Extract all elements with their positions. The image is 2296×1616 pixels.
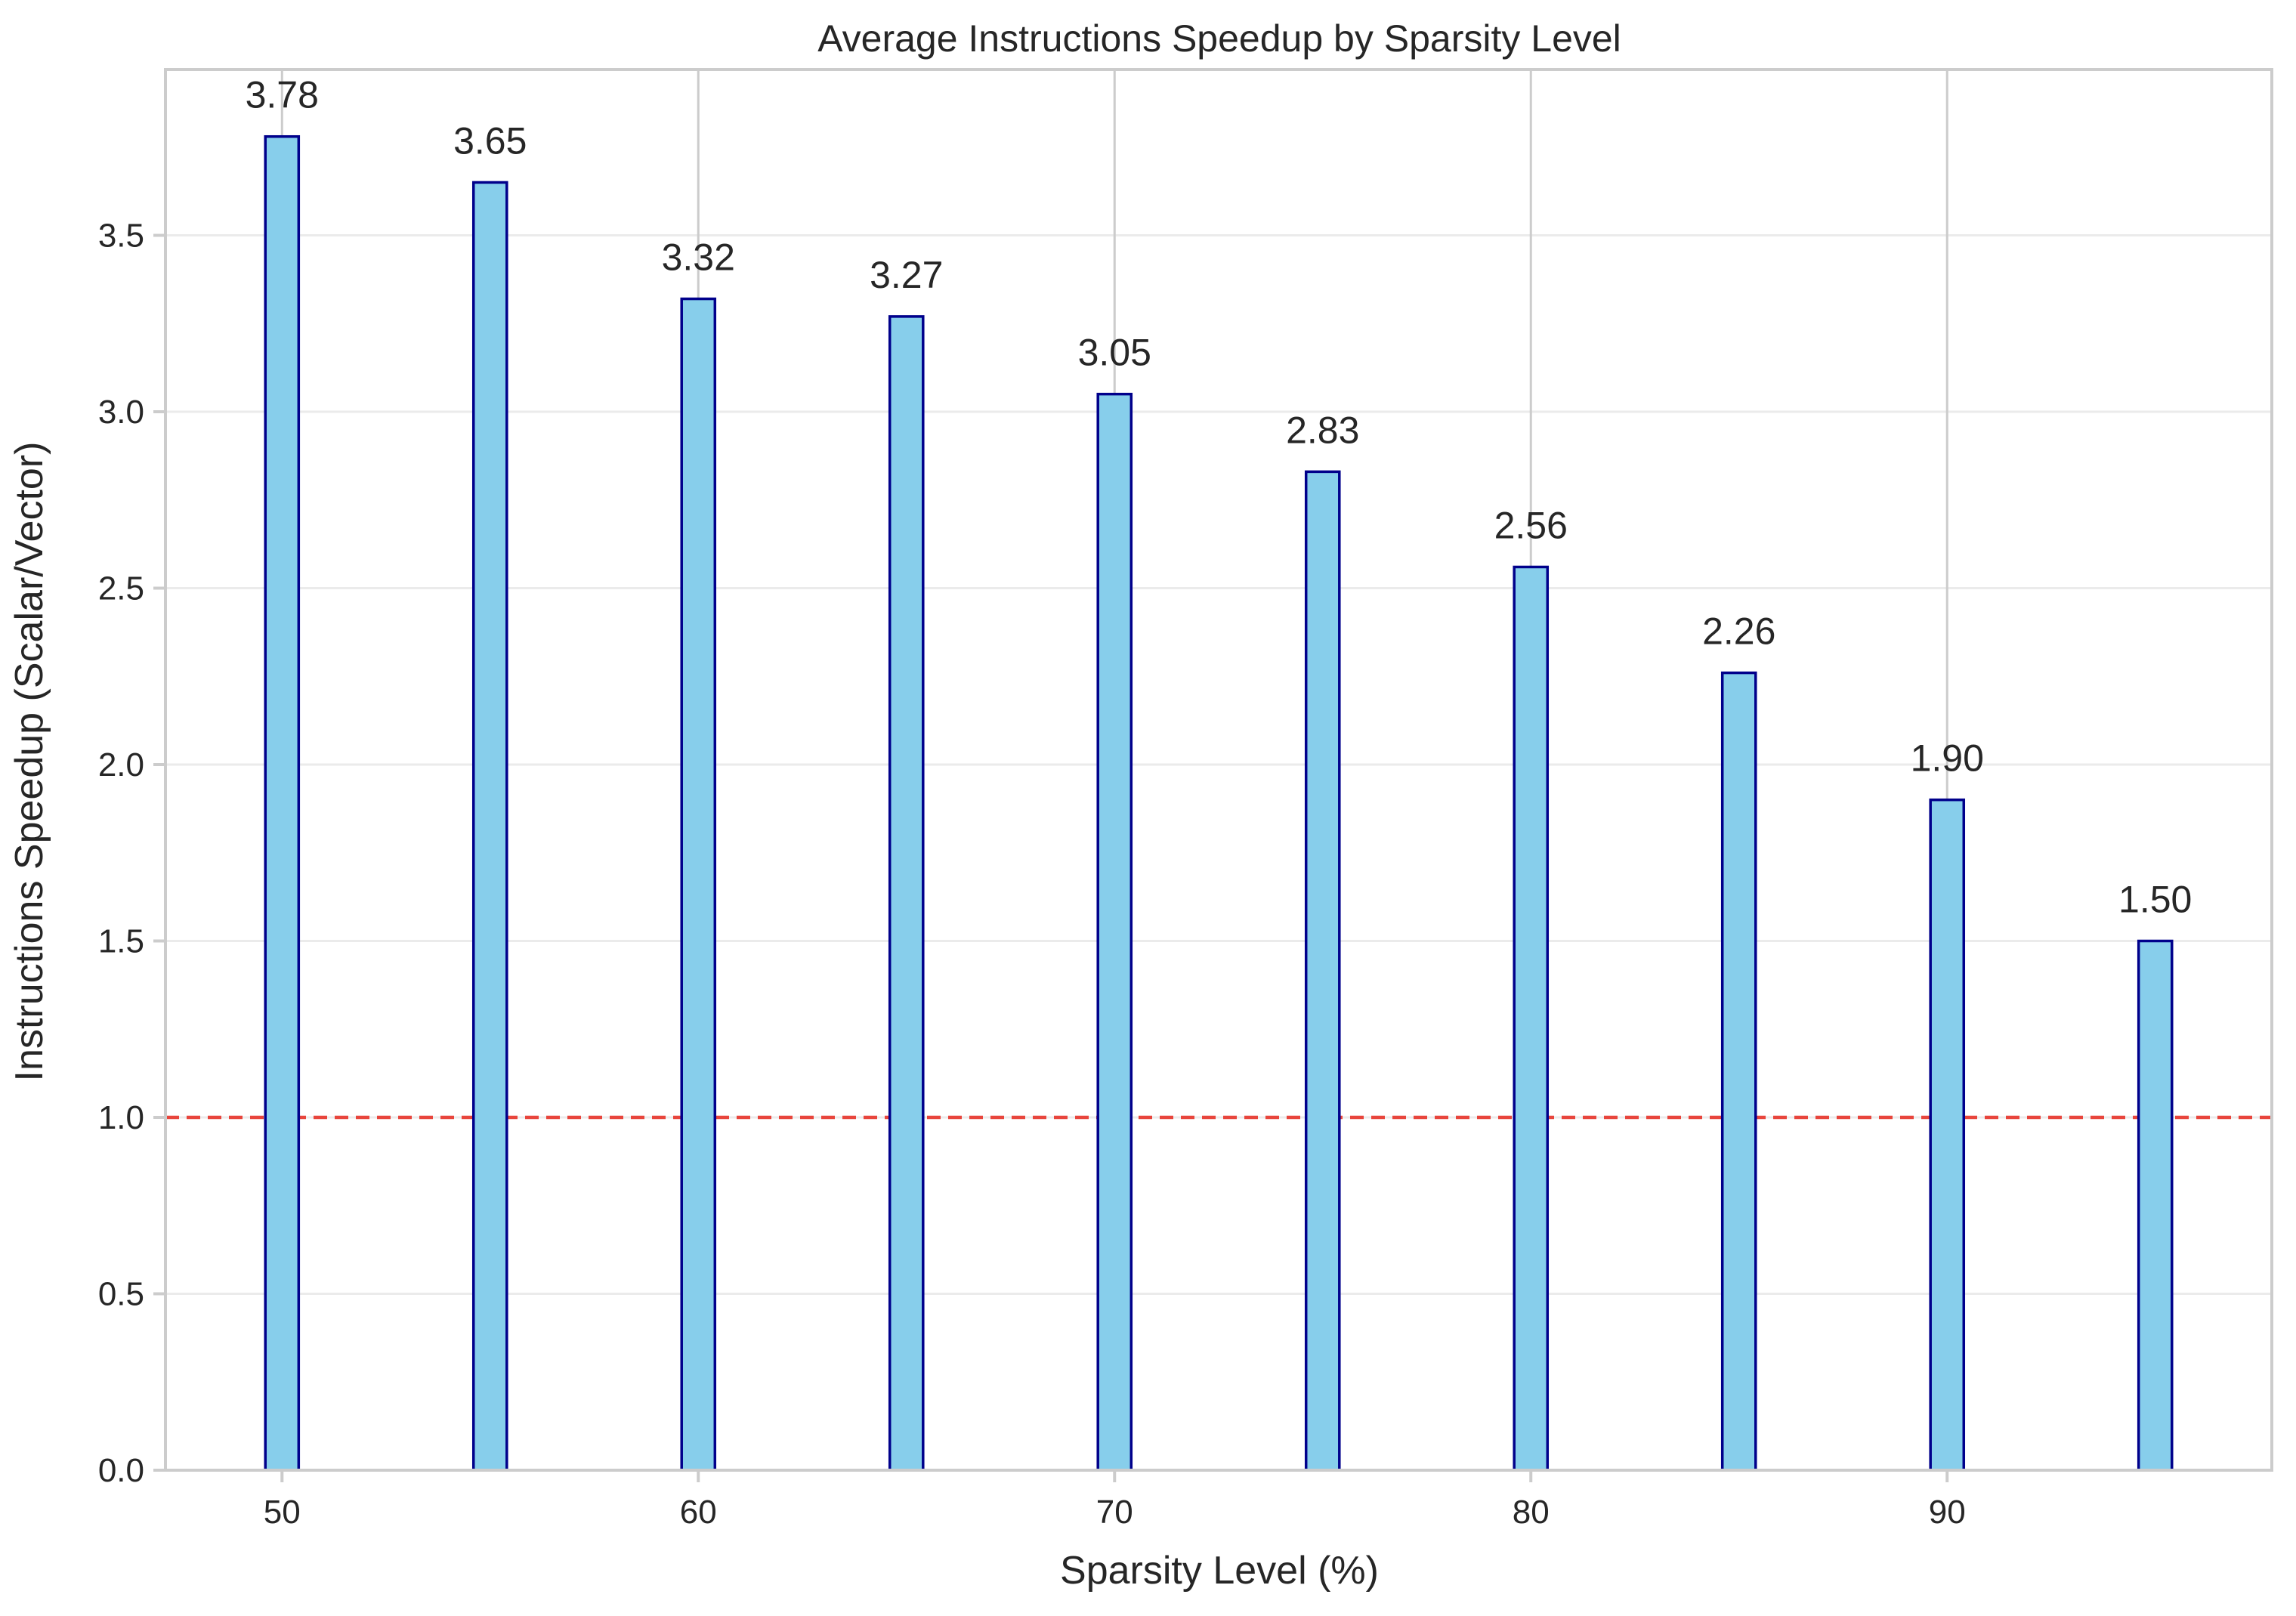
bar [1929,798,1966,1472]
bar [264,134,301,1472]
bar [888,315,925,1472]
y-tick-label: 1.5 [98,922,144,959]
bar-value-label: 3.05 [1078,332,1151,374]
x-tick-label: 70 [1096,1494,1133,1531]
x-axis-label: Sparsity Level (%) [1060,1549,1379,1593]
bar [1304,470,1341,1472]
bar-value-label: 2.83 [1286,409,1359,451]
bar [1096,392,1133,1472]
bar [680,297,717,1472]
y-tick-label: 2.0 [98,746,144,783]
y-tick-label: 0.5 [98,1275,144,1312]
chart-title: Average Instructions Speedup by Sparsity… [817,17,1621,60]
bars [264,134,2174,1472]
bar-value-label: 3.27 [870,254,943,296]
y-tick-label: 3.5 [98,217,144,254]
y-tick-label: 2.5 [98,570,144,607]
data-labels: 3.78 3.65 3.32 3.27 3.05 2.83 2.56 2.26 1.90 1.50 [246,74,2192,921]
bar-value-label: 1.50 [2118,878,2192,920]
bar [2137,939,2174,1472]
x-tick-label: 90 [1929,1494,1966,1531]
x-tick-label: 80 [1513,1494,1550,1531]
bar [1720,671,1757,1472]
bar [1513,565,1550,1472]
bar-value-label: 3.78 [246,74,319,116]
bar [471,181,508,1472]
axes [153,68,2273,1482]
x-tick-label: 60 [680,1494,717,1531]
y-tick-label: 0.0 [98,1452,144,1489]
axes-frame [164,68,2273,1472]
bar-value-label: 1.90 [1911,737,1984,780]
bar-value-label: 2.26 [1702,610,1775,653]
y-tick-label: 1.0 [98,1099,144,1136]
x-tick-label: 50 [264,1494,301,1531]
tick-labels: 0.0 0.5 1.0 1.5 2.0 2.5 3.0 3.5 50 60 70 80 90 [98,217,1966,1531]
y-tick-label: 3.0 [98,394,144,431]
y-axis-label: Instructions Speedup (Scalar/Vector) [8,442,51,1082]
bar-value-label: 3.32 [662,236,735,279]
bar-value-label: 2.56 [1494,504,1568,546]
bar-value-label: 3.65 [453,119,527,162]
